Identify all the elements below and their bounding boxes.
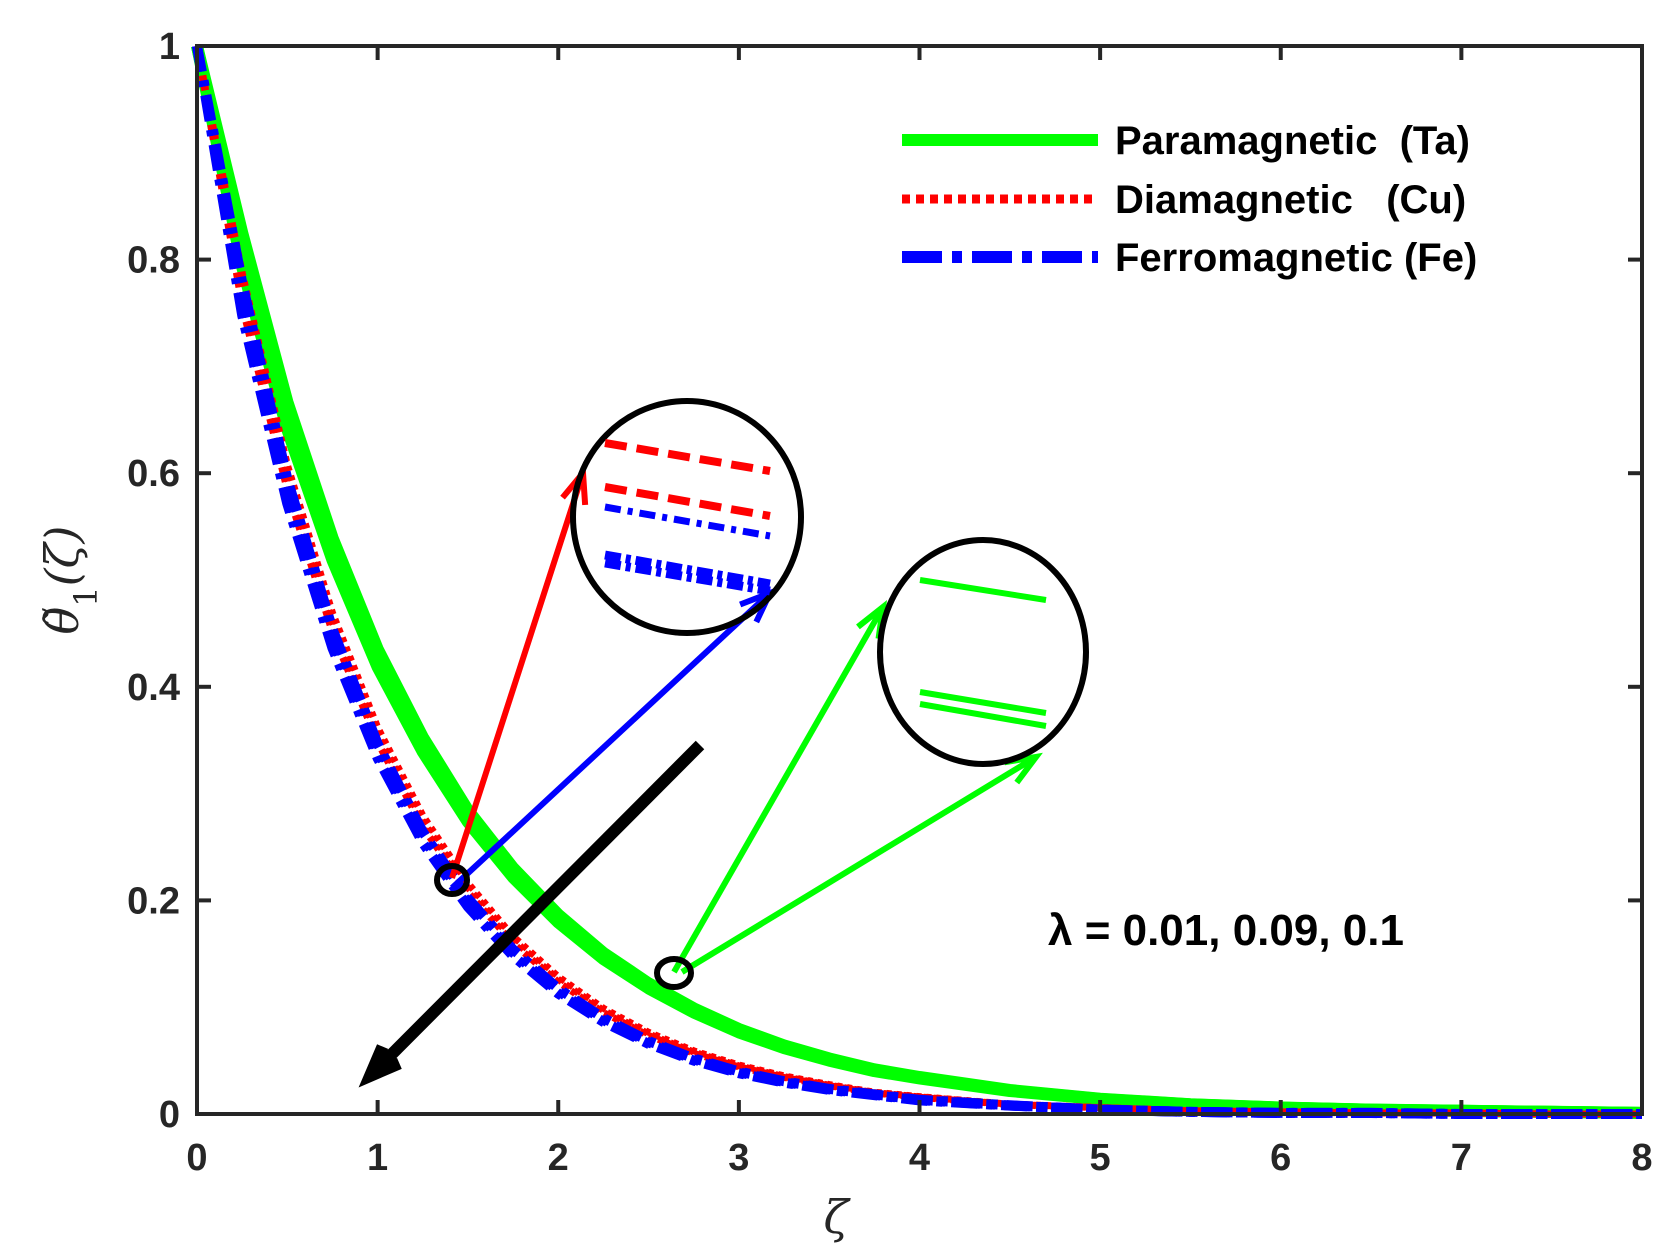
- y-tick-labels: 0 0.2 0.4 0.6 0.8 1: [127, 26, 180, 1136]
- x-tick-label-5: 5: [1090, 1137, 1111, 1179]
- zoom-circle-left: [570, 398, 804, 636]
- y-tick-label-5: 1: [159, 26, 180, 68]
- y-tick-label-3: 0.6: [127, 453, 180, 495]
- zoom-red-segment-2: [604, 483, 771, 520]
- blue-arrow-shaft: [449, 590, 773, 891]
- tick-marks: [195, 44, 1644, 1116]
- x-tick-label-6: 6: [1270, 1137, 1291, 1179]
- y-tick-label-4: 0.8: [127, 240, 180, 282]
- black-trend-arrow-head: [358, 1044, 402, 1088]
- zoom-green-segment-3: [919, 701, 1047, 729]
- y-axis-label-base: θ̃: [35, 607, 89, 635]
- zoom-circle-right: [877, 537, 1089, 767]
- x-tick-labels: 0 1 2 3 4 5 6 7 8: [186, 1137, 1652, 1179]
- y-axis-label-arg: (ζ): [35, 526, 89, 587]
- y-tick-label-2: 0.4: [127, 667, 180, 709]
- zoom-green-segment-2: [919, 689, 1047, 716]
- zoom-blue-segment-3: [604, 558, 771, 596]
- zoom-green-segment-1: [919, 577, 1047, 603]
- x-tick-label-0: 0: [186, 1137, 207, 1179]
- y-tick-label-0: 0: [159, 1094, 180, 1136]
- legend-label-diamagnetic: Diamagnetic (Cu): [1115, 178, 1466, 222]
- x-axis-label: ζ: [824, 1190, 852, 1244]
- x-tick-label-2: 2: [548, 1137, 569, 1179]
- green-arrow-upper-shaft: [671, 605, 886, 974]
- zoom-overlay: [358, 398, 1089, 1088]
- red-arrow-shaft: [449, 472, 586, 879]
- x-tick-label-1: 1: [367, 1137, 388, 1179]
- black-trend-arrow-shaft: [365, 740, 705, 1081]
- green-arrow-lower-shaft: [680, 754, 1038, 975]
- lambda-annotation: λ = 0.01, 0.09, 0.1: [1048, 906, 1404, 955]
- zoom-marker-right: [654, 956, 694, 990]
- x-tick-label-3: 3: [728, 1137, 749, 1179]
- y-tick-label-1: 0.2: [127, 880, 180, 922]
- legend-label-ferromagnetic: Ferromagnetic (Fe): [1115, 236, 1477, 280]
- legend-label-paramagnetic: Paramagnetic (Ta): [1115, 119, 1470, 163]
- x-tick-label-7: 7: [1451, 1137, 1472, 1179]
- legend: Paramagnetic (Ta) Diamagnetic (Cu) Ferro…: [902, 119, 1477, 280]
- zoom-marker-left: [434, 863, 470, 897]
- zoom-red-segment-1: [604, 439, 771, 475]
- zoom-blue-segment-2: [604, 550, 771, 589]
- zoom-blue-segment-1: [604, 503, 771, 540]
- y-axis-label: θ̃1(ζ): [35, 526, 105, 635]
- y-axis-label-subscript: 1: [67, 586, 105, 606]
- x-tick-label-4: 4: [909, 1137, 930, 1179]
- x-tick-label-8: 8: [1631, 1137, 1652, 1179]
